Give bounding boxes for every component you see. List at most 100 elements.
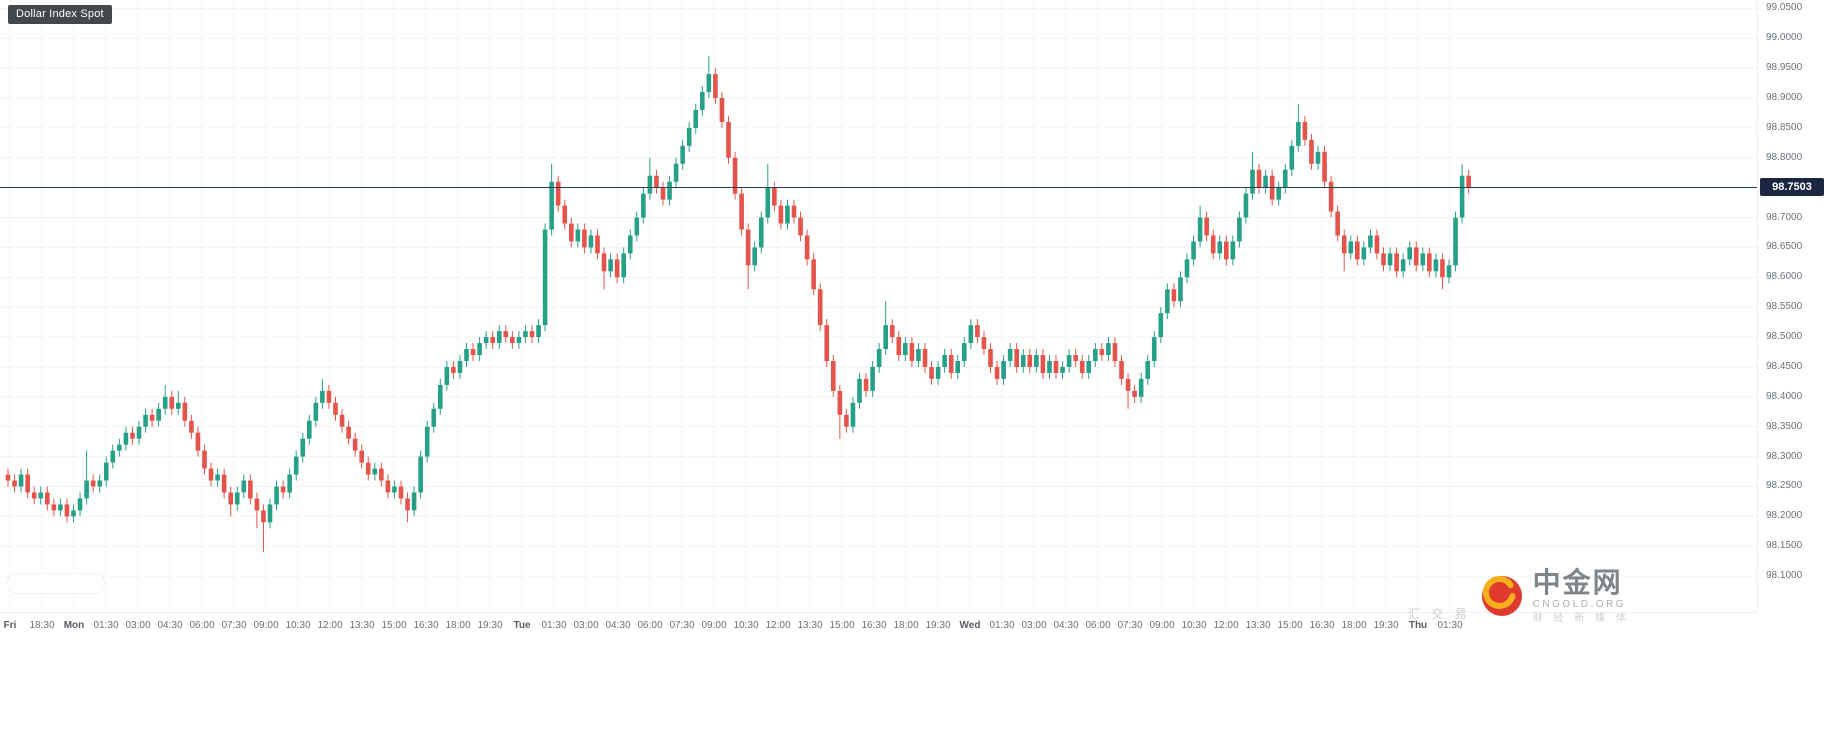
price-tick-label: 98.4000 (1766, 390, 1803, 402)
time-tick-label: 04:30 (605, 620, 631, 631)
time-tick-label: 15:00 (381, 620, 407, 631)
candle (307, 414, 312, 445)
candle (215, 468, 220, 487)
candle (948, 349, 954, 379)
candle (77, 492, 83, 517)
candle (300, 432, 306, 463)
candle (418, 450, 423, 499)
candle (1309, 133, 1314, 170)
time-tick-label: 09:00 (253, 620, 279, 631)
candle (1007, 343, 1013, 367)
candle (752, 241, 757, 272)
candle (1289, 139, 1295, 176)
time-tick-label: 03:00 (125, 620, 151, 631)
candle (1093, 343, 1098, 367)
time-tick-label: 15:00 (829, 620, 855, 631)
candle (365, 456, 371, 481)
candle (870, 360, 875, 397)
time-tick-label: 07:30 (669, 620, 695, 631)
candle (1171, 283, 1177, 308)
time-tick-label: 12:00 (317, 620, 343, 631)
candle (1230, 235, 1236, 266)
candle (169, 390, 175, 415)
candle (1394, 247, 1399, 278)
candle (1073, 349, 1078, 367)
candle (1145, 355, 1150, 385)
time-axis[interactable]: Fri 18:30 Mon 01:30 03:00 04:30 06:00 07:30 09:0… (0, 612, 1757, 639)
price-tick-label: 98.6500 (1766, 241, 1803, 253)
candle (569, 217, 574, 248)
candle (686, 121, 692, 152)
candle (667, 175, 672, 206)
price-tick-label: 98.6000 (1766, 271, 1803, 283)
candle (117, 438, 122, 457)
candle (1322, 145, 1327, 188)
candle (1374, 229, 1380, 260)
time-tick-label: 04:30 (1053, 620, 1079, 631)
candle (732, 151, 738, 200)
candle (981, 331, 987, 356)
candle (1079, 355, 1085, 379)
price-tick-label: 99.0500 (1766, 2, 1803, 14)
candle (1466, 169, 1471, 194)
candle (1001, 355, 1006, 385)
candle (909, 337, 915, 367)
candle (975, 319, 980, 344)
candle (1047, 355, 1052, 379)
time-tick-label: 15:00 (1277, 620, 1303, 631)
candle (261, 504, 266, 553)
candle (1387, 247, 1393, 272)
candle (31, 486, 37, 505)
time-tick-label: 18:30 (29, 620, 55, 631)
time-tick-label: 18:00 (445, 620, 471, 631)
candle (313, 396, 319, 427)
price-tick-label: 98.8500 (1766, 121, 1803, 133)
candle (654, 169, 659, 194)
candle (496, 325, 502, 350)
candle (824, 319, 830, 367)
candle (1224, 235, 1229, 266)
candle (176, 390, 181, 415)
candle (595, 229, 600, 260)
candle (1315, 145, 1321, 170)
candle (942, 349, 947, 373)
candlestick-plot[interactable] (0, 0, 1757, 612)
candle (529, 325, 535, 344)
candle (778, 199, 784, 230)
candle (464, 343, 469, 367)
grid (0, 0, 1757, 612)
time-tick-label: 13:30 (349, 620, 375, 631)
candle (372, 462, 378, 481)
candle (1381, 247, 1386, 272)
candle (379, 462, 384, 487)
candle (863, 372, 869, 397)
price-axis[interactable]: 98.7503 99.0500 99.0000 98.9500 98.9000 98.8… (1757, 0, 1831, 612)
candle (994, 360, 1000, 385)
price-tick-label: 98.5000 (1766, 331, 1803, 343)
candle (588, 229, 594, 254)
candle (208, 462, 214, 487)
time-tick-label: 01:30 (1437, 620, 1463, 631)
time-tick-label: Mon (63, 620, 85, 631)
candle (71, 504, 76, 523)
candle (123, 426, 129, 451)
candle (470, 343, 476, 361)
candle (726, 115, 731, 164)
price-tick-label: 99.0000 (1766, 32, 1803, 44)
candle (510, 331, 515, 350)
candle (582, 223, 587, 254)
candle (922, 343, 928, 373)
candle (248, 474, 253, 505)
price-tick-label: 98.7000 (1766, 211, 1803, 223)
candle (1053, 355, 1059, 379)
candle (765, 163, 771, 224)
candle (1217, 235, 1223, 260)
masked-region (8, 574, 104, 593)
time-tick-label: 13:30 (797, 620, 823, 631)
candle (955, 355, 961, 379)
candle (398, 480, 404, 505)
time-tick-label: 19:30 (477, 620, 503, 631)
candle (673, 157, 679, 188)
time-tick-label: 10:30 (733, 620, 759, 631)
candle (785, 199, 790, 230)
